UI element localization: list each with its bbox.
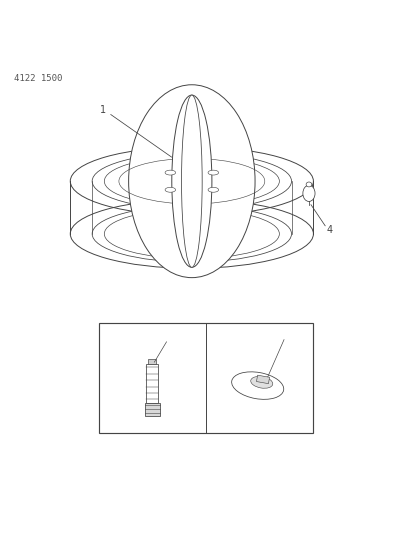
Bar	[146, 364, 158, 402]
Bar	[99, 323, 313, 433]
Ellipse shape	[182, 95, 202, 268]
Ellipse shape	[165, 188, 175, 192]
Text: 4: 4	[326, 225, 332, 235]
Text: 3: 3	[168, 335, 174, 345]
Text: 4122 1500: 4122 1500	[13, 74, 62, 83]
Ellipse shape	[208, 188, 219, 192]
Ellipse shape	[232, 372, 284, 399]
Ellipse shape	[129, 85, 255, 278]
Ellipse shape	[172, 95, 212, 268]
Ellipse shape	[165, 170, 175, 175]
Ellipse shape	[208, 170, 219, 175]
Ellipse shape	[251, 376, 273, 388]
Bar	[144, 402, 160, 416]
Bar	[148, 359, 156, 364]
Ellipse shape	[306, 182, 312, 187]
Bar	[257, 375, 270, 384]
Ellipse shape	[303, 185, 315, 201]
Text: 2: 2	[285, 332, 291, 341]
Bar	[70, 181, 313, 234]
Text: 1: 1	[100, 106, 106, 116]
